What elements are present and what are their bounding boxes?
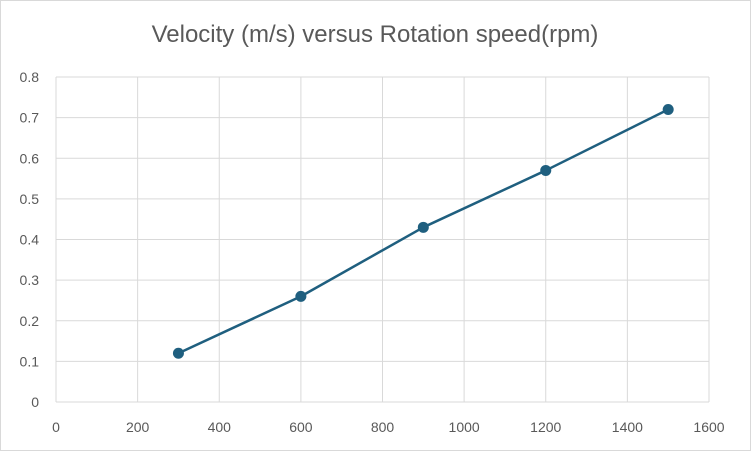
- x-tick-label: 1000: [449, 419, 480, 435]
- data-point: [295, 290, 307, 302]
- y-tick-label: 0.7: [20, 110, 40, 126]
- tick-labels: 0 0.1 0.2 0.3 0.4 0.5 0.6 0.7 0.8 0 200 400 600 800 10…: [20, 69, 725, 435]
- y-tick-label: 0.8: [20, 69, 40, 85]
- series-velocity: [172, 104, 674, 359]
- data-point: [662, 104, 674, 115]
- x-tick-label: 1400: [612, 419, 643, 435]
- x-tick-label: 600: [289, 419, 313, 435]
- data-point: [172, 347, 184, 359]
- y-tick-label: 0.6: [20, 150, 40, 166]
- y-tick-label: 0.4: [20, 232, 40, 248]
- x-tick-label: 1200: [530, 419, 561, 435]
- y-tick-label: 0.5: [20, 191, 40, 207]
- y-tick-label: 0: [31, 394, 39, 410]
- data-point: [540, 164, 552, 176]
- grid: [55, 76, 710, 403]
- x-tick-label: 400: [208, 419, 232, 435]
- y-tick-label: 0.3: [20, 272, 40, 288]
- chart-title: Velocity (m/s) versus Rotation speed(rpm…: [152, 21, 599, 48]
- x-tick-label: 800: [371, 419, 395, 435]
- x-tick-label: 0: [52, 419, 60, 435]
- y-tick-label: 0.1: [20, 353, 40, 369]
- x-tick-label: 200: [126, 419, 150, 435]
- data-point: [417, 221, 429, 233]
- y-tick-label: 0.2: [20, 313, 40, 329]
- x-tick-label: 1600: [693, 419, 724, 435]
